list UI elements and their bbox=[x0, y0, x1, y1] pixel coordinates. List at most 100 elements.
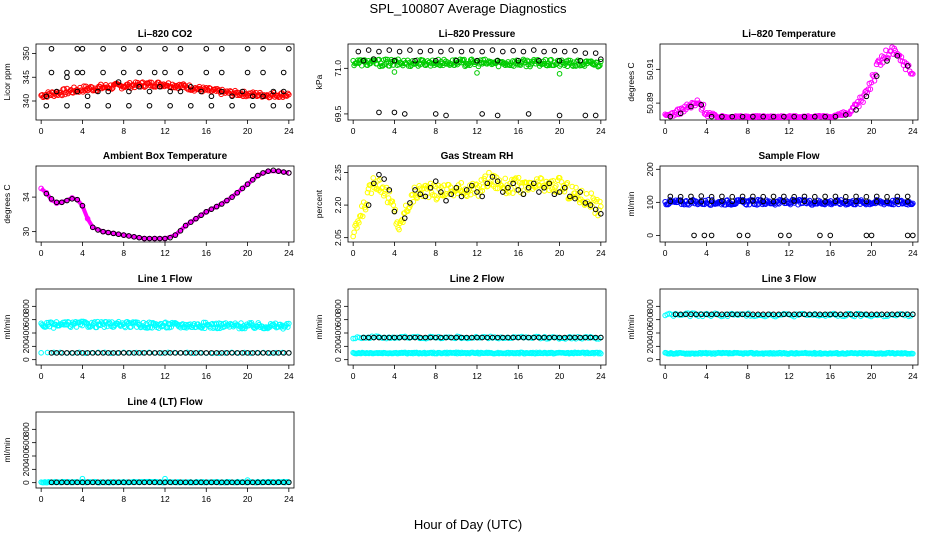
data-point bbox=[48, 479, 55, 486]
data-point bbox=[677, 110, 684, 117]
data-point bbox=[355, 48, 362, 55]
data-point bbox=[578, 187, 585, 194]
data-point bbox=[74, 88, 81, 95]
data-point bbox=[208, 102, 215, 109]
data-point bbox=[101, 324, 108, 330]
data-point bbox=[537, 175, 544, 181]
series-1 bbox=[43, 167, 292, 242]
data-point bbox=[719, 113, 725, 120]
data-point bbox=[812, 311, 818, 318]
data-point bbox=[551, 191, 558, 198]
data-point bbox=[425, 194, 432, 201]
data-point bbox=[133, 349, 140, 356]
data-point bbox=[136, 350, 142, 356]
data-point bbox=[427, 334, 434, 341]
data-point bbox=[693, 311, 699, 318]
data-point bbox=[569, 183, 575, 190]
data-point bbox=[89, 224, 96, 231]
data-point bbox=[698, 311, 705, 318]
x-tick-label: 4 bbox=[704, 126, 709, 136]
series-1 bbox=[662, 349, 916, 357]
x-tick-label: 24 bbox=[908, 126, 918, 136]
series-1 bbox=[365, 171, 604, 221]
data-point bbox=[463, 187, 470, 193]
data-point bbox=[218, 350, 225, 356]
data-point bbox=[832, 311, 839, 318]
data-point bbox=[417, 48, 424, 55]
x-tick-label: 8 bbox=[433, 371, 438, 381]
series-0 bbox=[662, 44, 916, 120]
data-point bbox=[592, 50, 599, 56]
x-tick-label: 20 bbox=[243, 248, 253, 258]
data-point bbox=[904, 198, 911, 205]
data-point bbox=[541, 334, 547, 341]
data-point bbox=[234, 189, 241, 196]
data-point bbox=[131, 234, 137, 240]
x-tick-label: 8 bbox=[433, 248, 438, 258]
data-point bbox=[365, 334, 372, 341]
data-point bbox=[691, 232, 697, 239]
x-tick-label: 8 bbox=[745, 126, 750, 136]
x-tick-label: 24 bbox=[596, 248, 606, 258]
data-point bbox=[410, 198, 417, 205]
x-tick-label: 20 bbox=[867, 248, 877, 258]
data-point bbox=[432, 57, 439, 64]
data-point bbox=[504, 182, 510, 188]
data-point bbox=[750, 198, 756, 204]
data-point bbox=[239, 185, 246, 192]
data-point bbox=[822, 311, 828, 318]
data-point bbox=[172, 232, 179, 238]
y-tick-label: 100 bbox=[645, 195, 655, 209]
data-point bbox=[376, 171, 382, 178]
x-tick-label: 8 bbox=[121, 371, 126, 381]
x-tick-label: 4 bbox=[392, 248, 397, 258]
data-point bbox=[510, 47, 516, 54]
data-point bbox=[141, 350, 148, 356]
data-point bbox=[812, 193, 818, 200]
x-axis-title: Hour of Day (UTC) bbox=[413, 517, 523, 532]
data-point bbox=[157, 235, 163, 242]
data-point bbox=[208, 93, 215, 100]
data-point bbox=[530, 180, 537, 187]
data-point bbox=[213, 350, 220, 356]
data-point bbox=[683, 311, 689, 318]
data-point bbox=[515, 57, 522, 64]
data-point bbox=[551, 47, 558, 54]
data-point bbox=[842, 198, 849, 204]
y-tick-label: 200 bbox=[333, 339, 343, 353]
x-tick-label: 12 bbox=[472, 248, 482, 258]
x-tick-label: 0 bbox=[39, 126, 44, 136]
x-tick-label: 8 bbox=[121, 248, 126, 258]
y-tick-label: 30 bbox=[21, 227, 31, 237]
data-point bbox=[777, 232, 784, 239]
y-tick-label: 69.5 bbox=[333, 105, 343, 122]
data-point bbox=[791, 113, 797, 120]
data-point bbox=[229, 350, 235, 356]
data-point bbox=[148, 79, 155, 86]
data-point bbox=[241, 349, 248, 356]
panel-pressure: Li–820 Pressure 0 4 8 12 16 20 24 69.5 71.0 kPa bbox=[314, 29, 607, 136]
data-point bbox=[394, 219, 400, 225]
plot-frame bbox=[347, 165, 607, 243]
data-point bbox=[889, 311, 896, 318]
data-point bbox=[79, 45, 86, 52]
data-point bbox=[853, 107, 859, 113]
data-point bbox=[286, 479, 292, 486]
y-tick-label: 340 bbox=[21, 94, 31, 108]
y-tick-label: 400 bbox=[333, 326, 343, 340]
data-point bbox=[126, 102, 132, 109]
data-point bbox=[572, 47, 578, 54]
data-point bbox=[564, 179, 571, 186]
y-tick-label: 2.20 bbox=[333, 197, 343, 214]
data-point bbox=[577, 57, 584, 64]
data-point bbox=[817, 311, 823, 318]
data-point bbox=[469, 182, 475, 189]
data-point bbox=[146, 102, 153, 109]
data-point bbox=[85, 324, 91, 330]
data-point bbox=[64, 350, 70, 356]
y-tick-label: 200 bbox=[645, 339, 655, 353]
series-0 bbox=[38, 318, 292, 332]
data-point bbox=[842, 112, 849, 118]
series-1 bbox=[350, 349, 604, 357]
